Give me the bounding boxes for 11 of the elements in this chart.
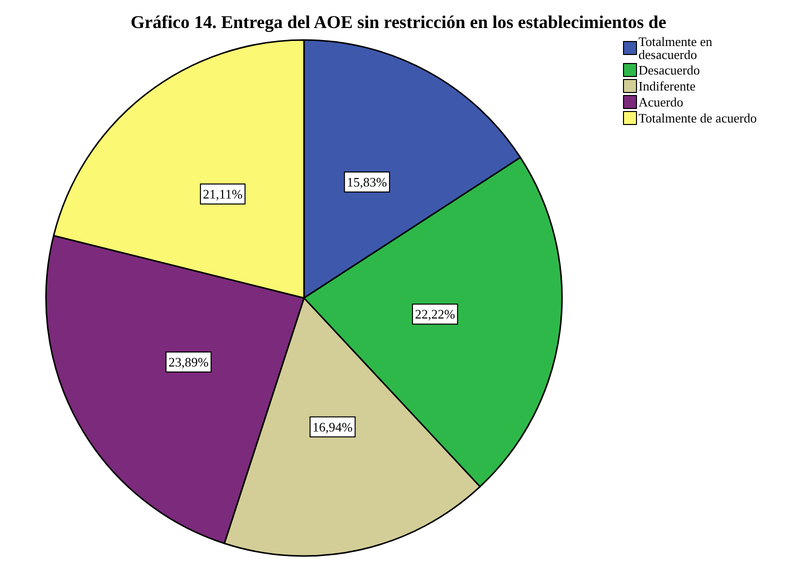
chart-title: Gráfico 14. Entrega del AOE sin restricción en los establecimientos de bbox=[130, 12, 666, 32]
data-label: 21,11% bbox=[202, 186, 243, 202]
data-label: 16,94% bbox=[312, 419, 353, 434]
data-label: 15,83% bbox=[346, 174, 388, 190]
data-label: 23,89% bbox=[168, 354, 209, 370]
legend-label: Indiferente bbox=[638, 78, 696, 94]
data-label: 22,22% bbox=[414, 306, 456, 322]
legend-label: Desacuerdo bbox=[638, 62, 700, 78]
legend-label: Totalmente en desacuerdo bbox=[638, 34, 713, 62]
legend-label: Totalmente de acuerdo bbox=[638, 110, 757, 126]
legend-label: Acuerdo bbox=[638, 94, 684, 110]
